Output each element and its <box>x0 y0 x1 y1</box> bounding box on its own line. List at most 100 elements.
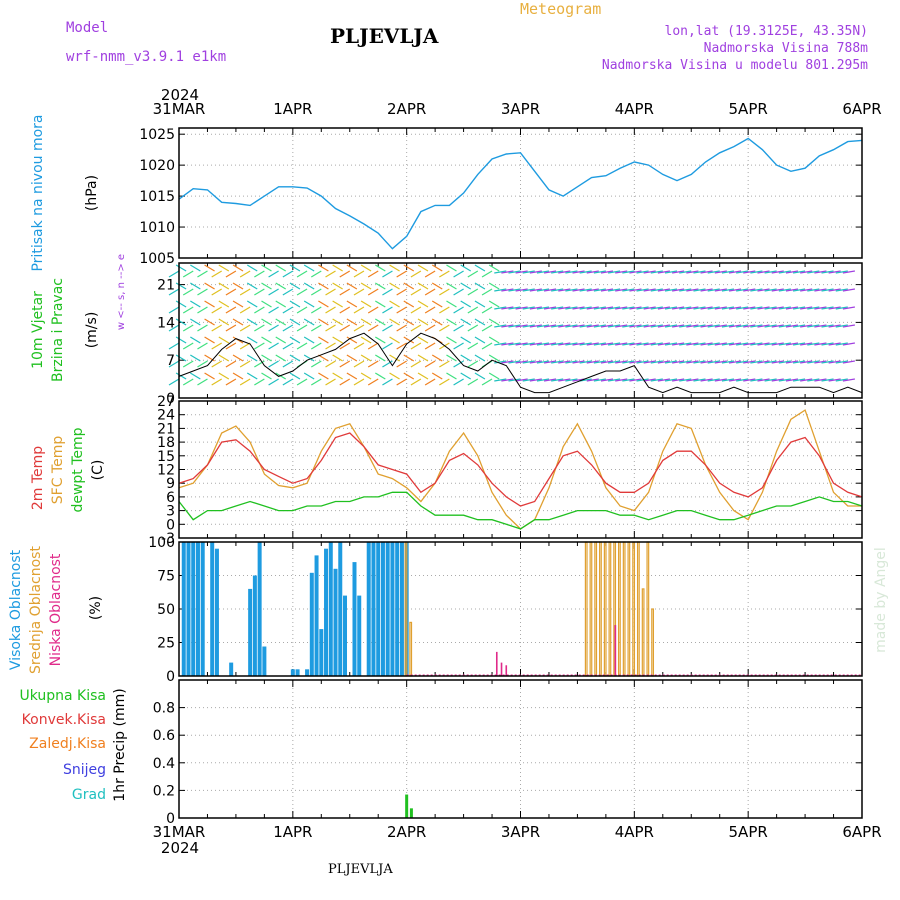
wind-barb <box>175 336 187 344</box>
wind-barb <box>332 336 343 344</box>
wind-barb <box>474 372 486 380</box>
high-cloud-bar <box>290 669 295 676</box>
wind-barb <box>643 378 656 382</box>
wind-barb <box>318 318 329 326</box>
wind-barb <box>572 270 585 274</box>
panel-wind: 0 7 14 21 <box>157 262 863 407</box>
wind-barb <box>389 282 400 290</box>
wind-barb <box>515 288 528 292</box>
wind-barb <box>190 354 201 362</box>
wind-barb <box>325 288 336 296</box>
wind-barb <box>807 360 820 364</box>
y-tick-label: 0 <box>166 669 175 685</box>
wind-barb <box>467 360 479 368</box>
model-label: Model <box>66 20 109 36</box>
wind-barb <box>558 324 571 328</box>
wind-barb <box>672 306 685 310</box>
wind-barb <box>821 378 834 382</box>
wind-barb <box>593 324 606 328</box>
high-cloud-bar <box>380 542 385 676</box>
wind-barb <box>558 342 571 346</box>
wind-barb <box>636 270 649 274</box>
wind-barb <box>700 306 713 310</box>
sfc-temp-label: SFC Temp <box>50 436 66 505</box>
wind-barb <box>835 306 848 310</box>
wind-barb <box>622 270 635 274</box>
wind-barb <box>842 306 855 310</box>
wind-barb <box>700 342 713 346</box>
high-cloud-bar <box>248 588 253 676</box>
wind-barb <box>182 306 194 314</box>
wind-barb <box>211 378 222 386</box>
wind-barb <box>211 360 222 368</box>
y-tick-label: 0 <box>166 811 175 827</box>
wind-barb <box>382 324 393 332</box>
wind-barb <box>289 336 301 344</box>
high-cloud-bar <box>257 542 262 676</box>
wind-barb <box>289 264 301 272</box>
wind-barb <box>679 288 692 292</box>
wind-barb <box>261 354 272 362</box>
wind-barb <box>707 324 720 328</box>
wind-barb <box>353 288 365 296</box>
wind-barb <box>650 342 663 346</box>
wind-barb <box>474 354 486 362</box>
wind-barb <box>572 360 585 364</box>
wind-barb <box>175 318 187 326</box>
y-tick-label: 1005 <box>139 251 175 267</box>
wind-barb <box>431 354 443 362</box>
wind-barb <box>218 282 230 290</box>
wind-barb <box>282 288 294 296</box>
wind-barb <box>828 270 841 274</box>
dewpt-temp-line <box>178 491 863 530</box>
wind-barb <box>615 324 628 328</box>
wind-barb <box>736 378 749 382</box>
x-tick-label-top: 31MAR <box>153 100 206 118</box>
wind-barb <box>778 306 791 310</box>
wind-barb <box>828 324 841 328</box>
wind-barb <box>714 342 727 346</box>
wind-barb <box>842 324 855 328</box>
wind-barb <box>453 288 464 296</box>
wind-barb <box>282 324 294 332</box>
wind-barb <box>686 288 699 292</box>
wind-barb <box>593 288 606 292</box>
wind-barb <box>579 360 592 364</box>
wind-barb <box>446 354 457 362</box>
wind-barb <box>410 324 422 332</box>
wind-barb <box>529 306 542 310</box>
wind-barb <box>821 306 834 310</box>
wind-barb <box>551 342 564 346</box>
wind-barb <box>835 324 848 328</box>
high-cloud-bar <box>395 542 400 676</box>
wind-barb <box>828 288 841 292</box>
wind-barb <box>629 288 642 292</box>
wind-barb <box>289 300 301 308</box>
wind-barb <box>543 360 557 364</box>
wind-barb <box>254 306 265 314</box>
wind-barb <box>474 336 486 344</box>
wind-barb <box>842 270 855 274</box>
high-cloud-bar <box>352 562 357 676</box>
wind-barb <box>721 270 735 274</box>
wind-barb <box>586 270 599 274</box>
wind-barb <box>190 336 201 344</box>
wind-barb <box>807 270 820 274</box>
wind-barb <box>842 288 855 292</box>
wind-barb <box>303 300 315 308</box>
wind-barb <box>204 300 215 308</box>
wind-barb <box>254 360 265 368</box>
wind-barb <box>707 306 720 310</box>
wind-barb <box>650 378 663 382</box>
wind-barb <box>814 270 827 274</box>
y-tick-label: 75 <box>157 569 175 585</box>
wind-barb <box>396 360 407 368</box>
wind-barb <box>608 270 621 274</box>
wind-barb <box>225 360 237 368</box>
wind-barb <box>650 360 663 364</box>
wind-barb <box>268 360 279 368</box>
wind-barb <box>211 270 222 278</box>
wind-barb <box>785 270 799 274</box>
wind-barb <box>246 300 258 308</box>
y-tick-label: 0.8 <box>153 701 175 717</box>
